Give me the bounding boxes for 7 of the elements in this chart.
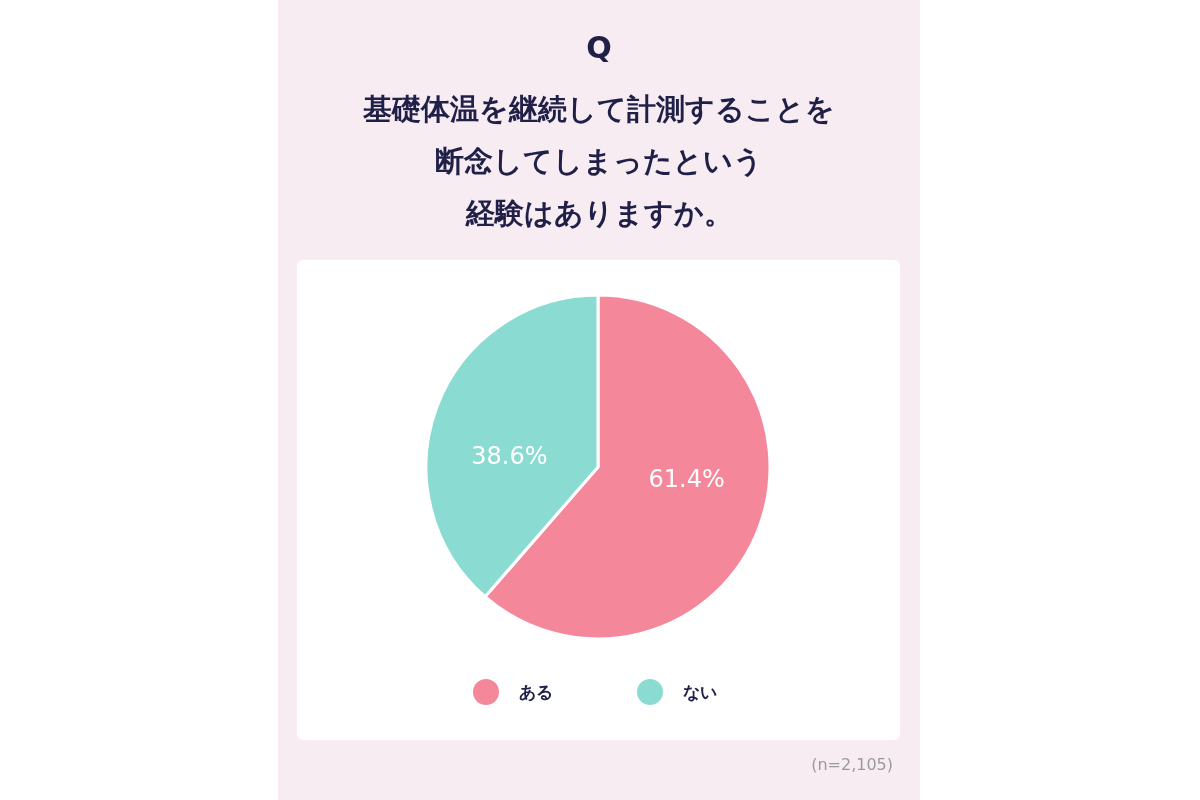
text: (n=2,105) [811, 755, 893, 774]
data-label: 61.4% [648, 465, 725, 494]
legend-label: ない [683, 681, 717, 702]
chart-title: 基礎体温を継続して計測することを断念してしまったという経験はありますか。 [362, 92, 835, 230]
legend-label: ある [519, 681, 553, 702]
data-label: 38.6% [471, 441, 548, 470]
text: Q [586, 30, 612, 65]
